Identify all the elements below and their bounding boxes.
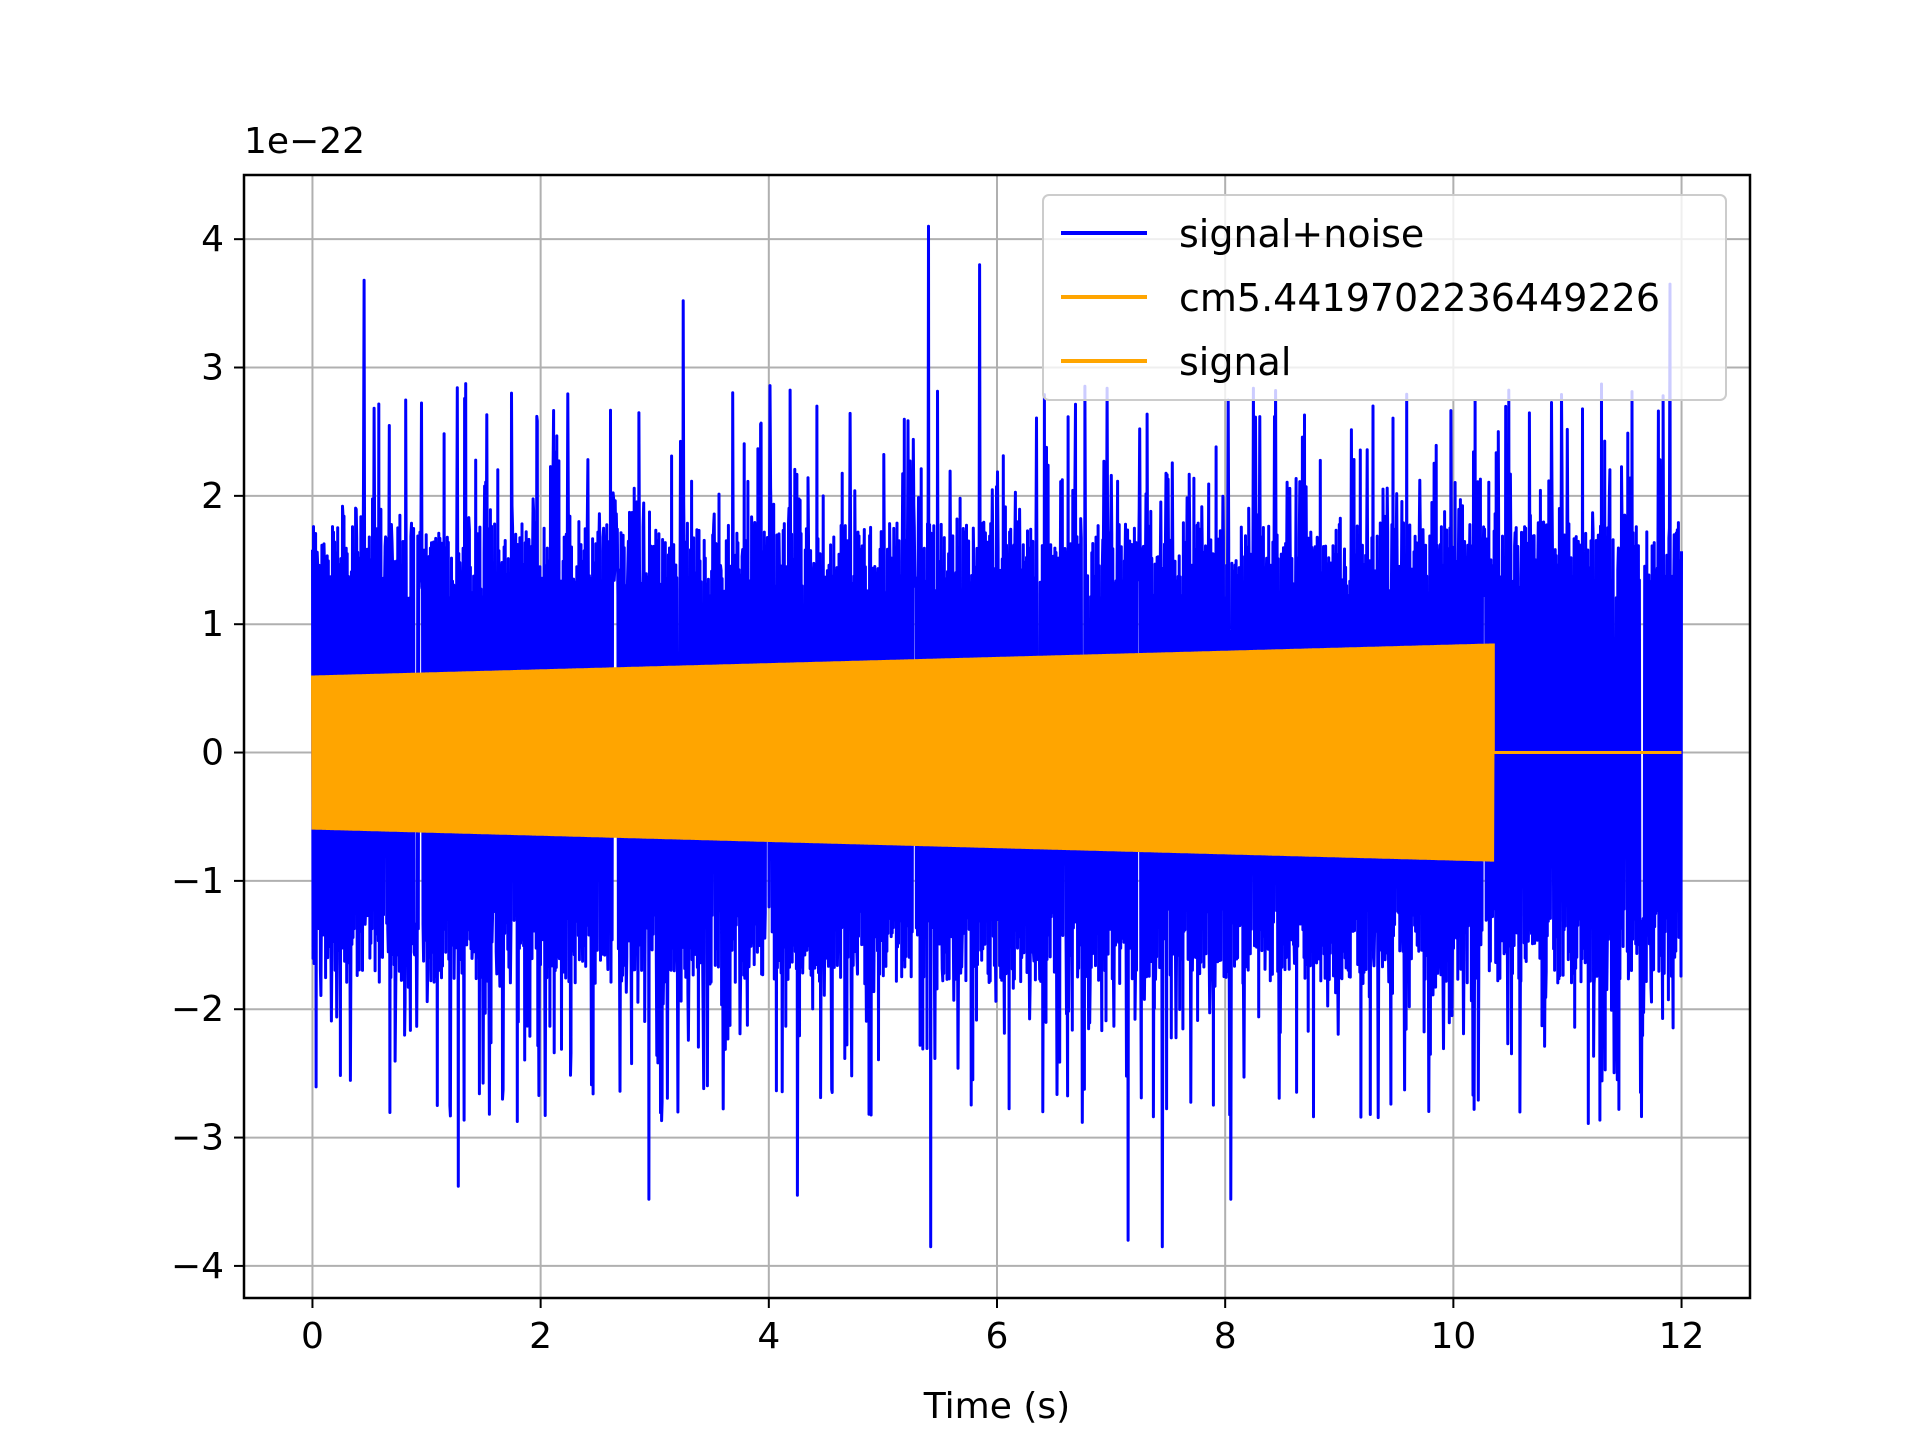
x-tick-label: 4 xyxy=(757,1316,780,1357)
legend: signal+noise cm5.4419702236449226 signal xyxy=(1042,194,1727,401)
y-tick-label: 0 xyxy=(201,733,224,774)
x-tick-label: 12 xyxy=(1659,1316,1705,1357)
series-layer xyxy=(311,224,1683,1249)
y-tick-label: −3 xyxy=(171,1118,224,1159)
y-tick-label: 2 xyxy=(201,476,224,517)
y-tick-label: −4 xyxy=(171,1246,224,1287)
x-tick-label: 2 xyxy=(529,1316,552,1357)
y-tick-label: 3 xyxy=(201,348,224,389)
x-tick-label: 8 xyxy=(1214,1316,1237,1357)
y-offset-label: 1e−22 xyxy=(244,121,365,162)
x-tick-label: 6 xyxy=(986,1316,1009,1357)
legend-label-signal: signal xyxy=(1179,340,1291,384)
series-cm xyxy=(311,643,1682,862)
x-tick-label: 0 xyxy=(301,1316,324,1357)
y-tick-label: −2 xyxy=(171,989,224,1030)
y-tick-label: 4 xyxy=(201,219,224,260)
legend-box xyxy=(1042,194,1727,401)
x-axis: 0 2 4 6 8 10 12 xyxy=(301,1298,1704,1357)
y-tick-label: −1 xyxy=(171,861,224,902)
x-axis-label: Time (s) xyxy=(923,1386,1070,1427)
legend-label-signal-noise: signal+noise xyxy=(1179,212,1424,256)
y-tick-label: 1 xyxy=(201,604,224,645)
y-axis: −4 −3 −2 −1 0 1 2 3 4 xyxy=(171,219,244,1287)
legend-label-cm: cm5.4419702236449226 xyxy=(1179,276,1660,320)
x-tick-label: 10 xyxy=(1430,1316,1476,1357)
